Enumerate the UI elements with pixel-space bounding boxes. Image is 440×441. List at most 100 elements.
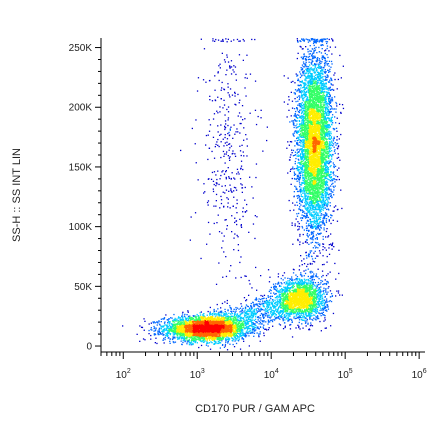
event-point	[211, 312, 213, 315]
event-point	[215, 330, 218, 332]
event-point	[187, 340, 189, 342]
event-point	[178, 323, 181, 326]
event-point	[286, 310, 289, 313]
event-point	[229, 332, 231, 335]
event-point	[284, 277, 286, 279]
event-point	[238, 321, 240, 323]
event-point	[320, 312, 322, 314]
event-point	[213, 337, 215, 339]
event-point	[292, 287, 294, 289]
event-point	[235, 316, 237, 318]
event-point	[213, 336, 215, 338]
event-point	[327, 306, 329, 308]
event-point	[311, 281, 313, 283]
event-point	[303, 286, 305, 288]
event-point	[206, 340, 208, 342]
event-point	[214, 341, 216, 343]
event-point	[224, 330, 226, 333]
event-point	[321, 295, 323, 297]
event-point	[304, 288, 306, 290]
event-point	[217, 329, 219, 331]
event-point	[209, 317, 211, 319]
event-point	[200, 338, 202, 340]
event-point	[187, 317, 189, 319]
event-point	[290, 282, 292, 284]
event-point	[177, 328, 180, 330]
event-point	[318, 288, 320, 291]
event-point	[235, 319, 237, 321]
event-point	[178, 331, 180, 334]
event-point	[166, 332, 168, 334]
event-point	[318, 288, 321, 290]
event-point	[172, 320, 174, 323]
event-point	[183, 315, 186, 317]
event-point	[289, 328, 292, 330]
event-point	[299, 287, 301, 289]
event-point	[316, 303, 318, 306]
event-point	[238, 328, 240, 330]
event-point	[306, 305, 308, 307]
event-point	[302, 293, 304, 295]
event-point	[309, 317, 311, 319]
event-point	[169, 329, 171, 331]
event-point	[233, 318, 235, 320]
event-point	[317, 281, 319, 284]
event-point	[309, 262, 311, 265]
event-point	[197, 330, 199, 333]
event-point	[237, 329, 239, 331]
event-point	[200, 332, 202, 334]
event-point	[285, 281, 287, 283]
event-point	[154, 333, 156, 335]
event-point	[209, 318, 211, 321]
event-point	[240, 330, 243, 332]
event-point	[237, 316, 240, 318]
event-point	[181, 331, 183, 333]
event-point	[298, 278, 301, 280]
event-point	[274, 317, 276, 319]
event-point	[297, 285, 300, 287]
event-point	[280, 311, 282, 313]
event-point	[255, 325, 257, 327]
event-point	[205, 336, 207, 339]
event-point	[187, 319, 190, 321]
event-point	[143, 318, 145, 320]
event-point	[202, 321, 205, 324]
event-point	[174, 324, 177, 326]
event-point	[222, 323, 224, 325]
event-point	[208, 323, 211, 325]
event-point	[324, 309, 326, 312]
event-point	[182, 331, 184, 333]
event-point	[202, 317, 204, 319]
event-point	[170, 328, 172, 330]
event-point	[200, 325, 202, 328]
event-point	[207, 342, 209, 344]
event-point	[189, 334, 191, 336]
event-point	[230, 337, 233, 339]
event-point	[193, 321, 195, 323]
event-point	[203, 319, 206, 321]
event-point	[206, 321, 208, 323]
event-point	[193, 334, 195, 336]
event-point	[214, 322, 216, 324]
event-point	[307, 284, 309, 286]
event-point	[306, 301, 308, 303]
event-point	[190, 320, 192, 322]
event-point	[290, 297, 292, 299]
event-point	[236, 313, 239, 315]
event-point	[310, 280, 312, 282]
event-point	[207, 323, 210, 325]
event-point	[274, 307, 276, 309]
event-point	[297, 295, 299, 297]
event-point	[203, 325, 205, 328]
event-point	[292, 284, 294, 287]
event-point	[316, 307, 318, 309]
event-point	[173, 325, 175, 327]
event-point	[187, 332, 189, 334]
event-point	[215, 329, 217, 331]
event-point	[318, 305, 321, 307]
event-point	[182, 324, 184, 326]
event-point	[185, 325, 187, 327]
event-point	[167, 331, 169, 334]
event-point	[212, 329, 214, 331]
event-point	[201, 319, 203, 321]
